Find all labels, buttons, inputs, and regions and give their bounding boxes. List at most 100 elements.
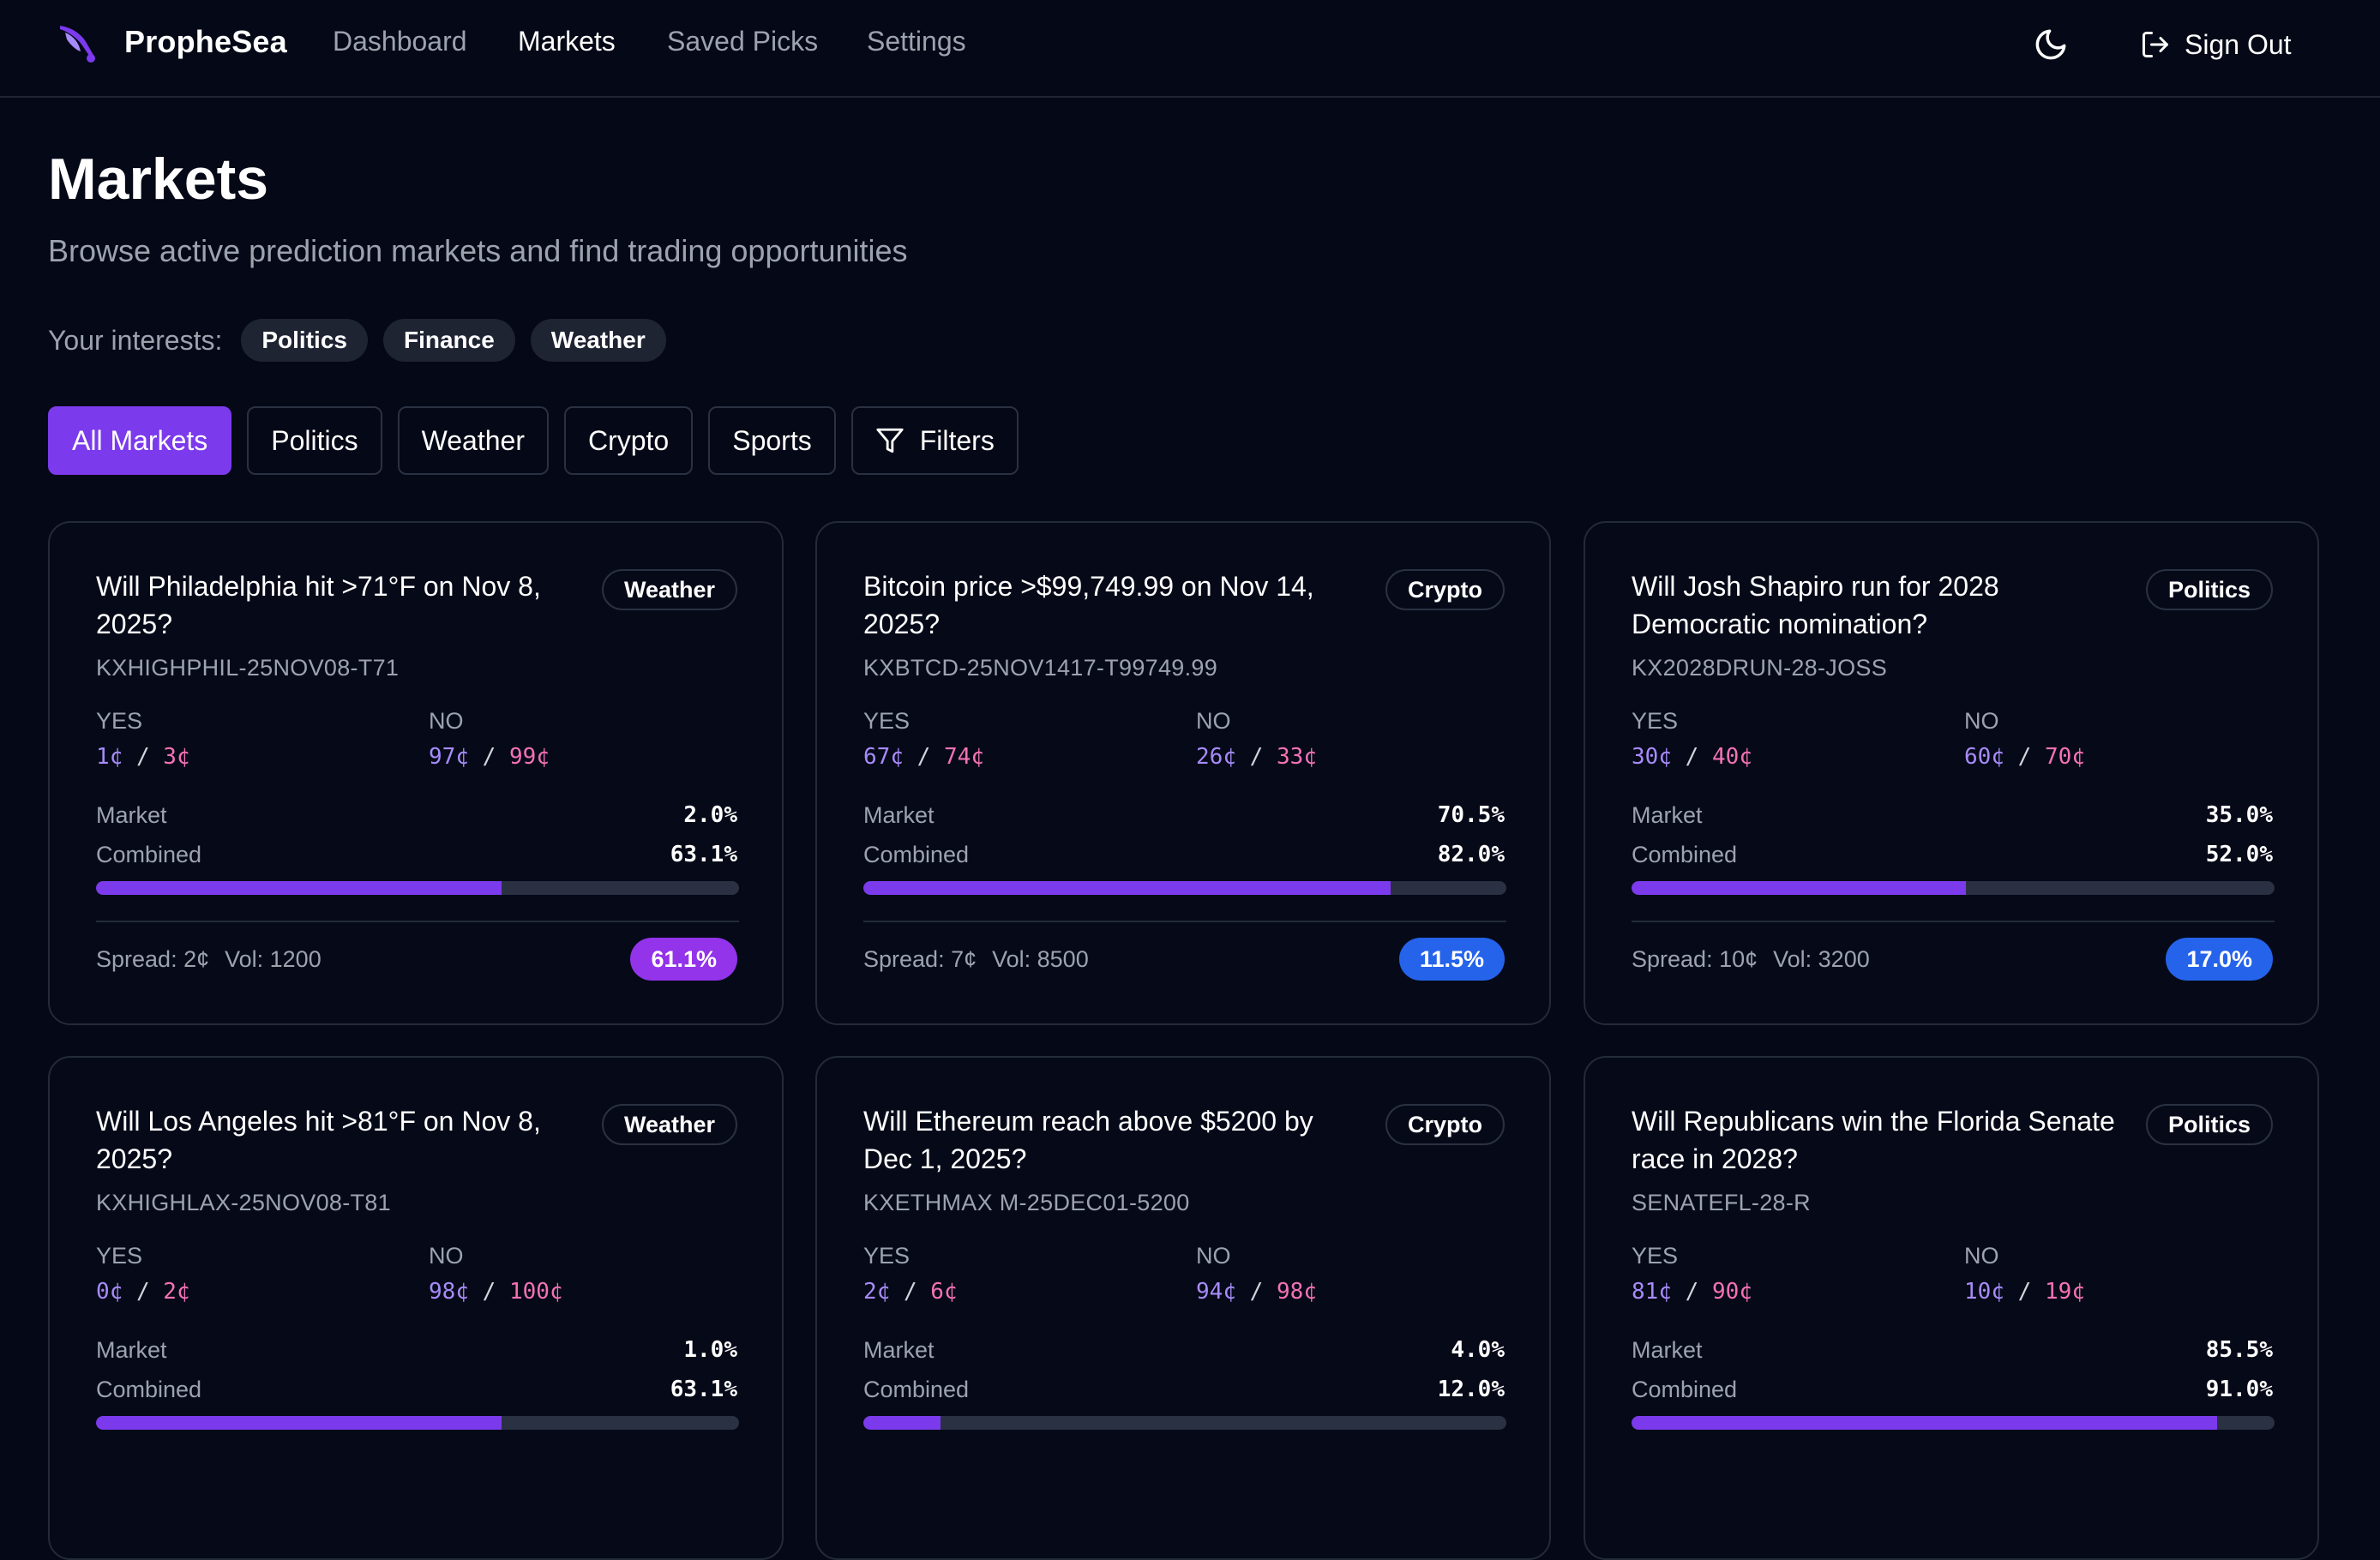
no-bid: 26¢ — [1196, 744, 1236, 770]
market-card[interactable]: Bitcoin price >$99,749.99 on Nov 14, 202… — [815, 521, 1551, 1025]
tab-weather[interactable]: Weather — [397, 406, 549, 475]
market-ticker: SENATEFL-28-R — [1632, 1190, 1811, 1215]
yes-label: YES — [1632, 708, 1679, 734]
combined-progress-bar — [96, 1416, 739, 1430]
interest-chip-weather: Weather — [530, 319, 666, 362]
market-ticker: KXHIGHLAX-25NOV08-T81 — [96, 1190, 391, 1215]
market-label: Market — [1632, 1337, 1703, 1363]
card-divider — [96, 921, 739, 922]
market-probability: 70.5% — [1437, 802, 1505, 828]
yes-prices: 1¢ / 3¢ — [96, 744, 190, 770]
yes-bid: 67¢ — [863, 744, 904, 770]
yes-bid: 2¢ — [863, 1279, 891, 1305]
market-ticker: KXBTCD-25NOV1417-T99749.99 — [863, 655, 1218, 681]
combined-progress-fill — [96, 1416, 502, 1430]
yes-prices: 2¢ / 6¢ — [863, 1279, 958, 1305]
top-navbar: PropheSea Dashboard Markets Saved Picks … — [0, 0, 2380, 98]
spread-value: Spread: 10¢ — [1632, 946, 1758, 972]
volume-value: Vol: 3200 — [1773, 946, 1870, 972]
yes-prices: 81¢ / 90¢ — [1632, 1279, 1752, 1305]
market-label: Market — [96, 802, 167, 828]
market-ticker: KXETHMAX M-25DEC01-5200 — [863, 1190, 1190, 1215]
market-probability: 1.0% — [683, 1337, 737, 1363]
no-ask: 98¢ — [1276, 1279, 1317, 1305]
combined-probability: 63.1% — [670, 842, 737, 867]
theme-toggle-button[interactable] — [2028, 22, 2073, 67]
combined-progress-bar — [1632, 1416, 2275, 1430]
market-probability: 35.0% — [2205, 802, 2273, 828]
yes-bid: 1¢ — [96, 744, 123, 770]
no-label: NO — [1196, 708, 1231, 734]
market-ticker: KX2028DRUN-28-JOSS — [1632, 655, 1888, 681]
card-divider — [863, 921, 1506, 922]
volume-value: Vol: 8500 — [992, 946, 1089, 972]
market-card[interactable]: Will Republicans win the Florida Senate … — [1584, 1056, 2319, 1560]
market-title: Will Los Angeles hit >81°F on Nov 8, 202… — [96, 1106, 541, 1174]
edge-badge: 17.0% — [2166, 938, 2273, 981]
combined-label: Combined — [96, 842, 202, 867]
no-label: NO — [1964, 1243, 1999, 1269]
combined-label: Combined — [96, 1377, 202, 1402]
combined-progress-fill — [863, 881, 1391, 895]
tab-politics[interactable]: Politics — [247, 406, 382, 475]
interest-chip-finance: Finance — [382, 319, 515, 362]
combined-probability: 82.0% — [1437, 842, 1505, 867]
nav-link-markets[interactable]: Markets — [518, 26, 616, 57]
market-card[interactable]: Will Josh Shapiro run for 2028 Democrati… — [1584, 521, 2319, 1025]
yes-prices: 30¢ / 40¢ — [1632, 744, 1752, 770]
brand-logo-icon[interactable] — [53, 19, 101, 67]
market-label: Market — [863, 802, 935, 828]
tab-crypto[interactable]: Crypto — [563, 406, 694, 475]
market-label: Market — [863, 1337, 935, 1363]
market-card[interactable]: Will Philadelphia hit >71°F on Nov 8, 20… — [48, 521, 784, 1025]
no-prices: 60¢ / 70¢ — [1964, 744, 2085, 770]
combined-label: Combined — [863, 842, 970, 867]
combined-probability: 12.0% — [1437, 1377, 1505, 1402]
category-tabs: All Markets Politics Weather Crypto Spor… — [48, 406, 1019, 475]
filters-button[interactable]: Filters — [850, 406, 1019, 475]
market-title: Will Ethereum reach above $5200 by Dec 1… — [863, 1106, 1313, 1174]
no-ask: 100¢ — [508, 1279, 563, 1305]
market-title: Will Philadelphia hit >71°F on Nov 8, 20… — [96, 571, 541, 639]
tab-all-markets[interactable]: All Markets — [48, 406, 232, 475]
no-ask: 19¢ — [2044, 1279, 2085, 1305]
spread-value: Spread: 7¢ — [863, 946, 977, 972]
market-card[interactable]: Will Los Angeles hit >81°F on Nov 8, 202… — [48, 1056, 784, 1560]
combined-probability: 52.0% — [2205, 842, 2273, 867]
edge-badge: 61.1% — [630, 938, 737, 981]
brand-name[interactable]: PropheSea — [124, 24, 287, 59]
card-divider — [1632, 921, 2275, 922]
no-label: NO — [1196, 1243, 1231, 1269]
combined-probability: 91.0% — [2205, 1377, 2273, 1402]
no-label: NO — [429, 708, 464, 734]
volume-value: Vol: 1200 — [225, 946, 322, 972]
tab-sports[interactable]: Sports — [708, 406, 836, 475]
combined-progress-bar — [863, 881, 1506, 895]
no-bid: 10¢ — [1964, 1279, 2004, 1305]
market-probability: 85.5% — [2205, 1337, 2273, 1363]
combined-label: Combined — [1632, 842, 1738, 867]
yes-label: YES — [863, 1243, 911, 1269]
yes-label: YES — [1632, 1243, 1679, 1269]
sign-out-button[interactable]: Sign Out — [2140, 22, 2292, 67]
sign-out-label: Sign Out — [2185, 28, 2292, 60]
market-title: Bitcoin price >$99,749.99 on Nov 14, 202… — [863, 571, 1314, 639]
nav-link-settings[interactable]: Settings — [867, 26, 966, 57]
market-card[interactable]: Will Ethereum reach above $5200 by Dec 1… — [815, 1056, 1551, 1560]
combined-progress-bar — [863, 1416, 1506, 1430]
edge-badge: 11.5% — [1398, 938, 1505, 981]
no-bid: 98¢ — [429, 1279, 469, 1305]
category-badge: Weather — [601, 1104, 737, 1145]
no-ask: 33¢ — [1276, 744, 1317, 770]
yes-ask: 3¢ — [163, 744, 190, 770]
category-badge: Weather — [601, 569, 737, 610]
yes-label: YES — [96, 708, 143, 734]
yes-ask: 6¢ — [930, 1279, 958, 1305]
no-prices: 97¢ / 99¢ — [429, 744, 550, 770]
market-label: Market — [96, 1337, 167, 1363]
market-ticker: KXHIGHPHIL-25NOV08-T71 — [96, 655, 400, 681]
nav-link-saved-picks[interactable]: Saved Picks — [667, 26, 819, 57]
nav-link-dashboard[interactable]: Dashboard — [333, 26, 467, 57]
page-title: Markets — [48, 147, 269, 212]
no-ask: 99¢ — [508, 744, 550, 770]
